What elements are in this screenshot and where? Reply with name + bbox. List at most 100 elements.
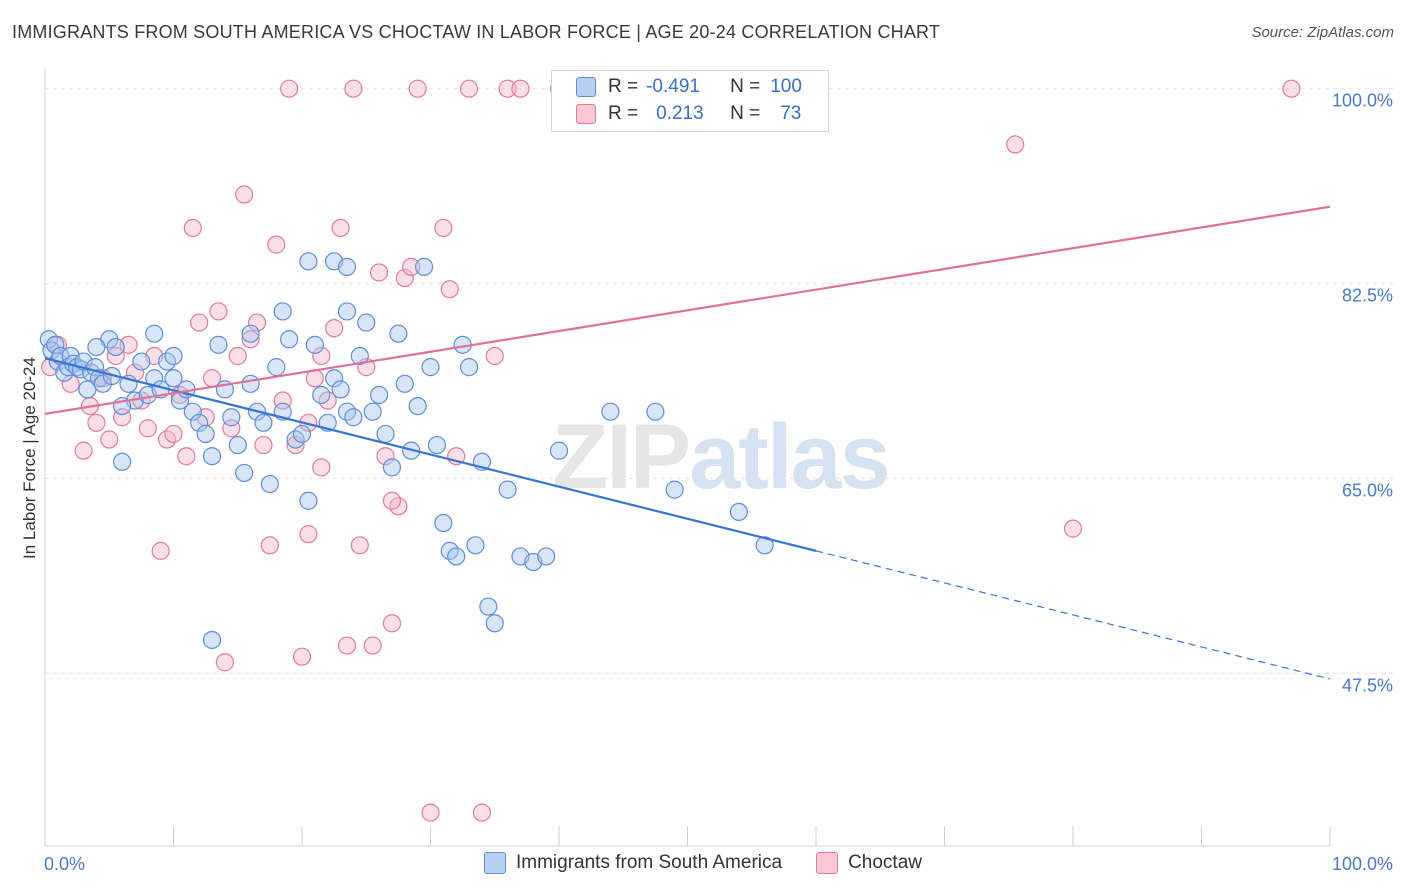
legend-swatch-pink	[816, 852, 839, 874]
choctaw-point-7	[100, 430, 119, 449]
immigrants-point-57	[357, 313, 376, 332]
axes	[44, 68, 1331, 847]
immigrants-point-94	[337, 302, 357, 321]
choctaw-point-42	[325, 319, 344, 338]
immigrants-point-81	[537, 547, 556, 566]
stats-n-label: N =	[730, 103, 761, 124]
immigrants-point-41	[254, 413, 273, 432]
choctaw-point-50	[376, 447, 395, 466]
immigrants-point-68	[427, 435, 447, 455]
immigrants-point-30	[183, 402, 202, 421]
choctaw-point-46	[350, 536, 369, 555]
choctaw-point-33	[267, 235, 286, 254]
immigrants-point-39	[241, 324, 260, 343]
choctaw-point-31	[254, 435, 273, 455]
legend-item-choctaw[interactable]: Choctaw	[816, 852, 922, 874]
immigrants-point-52	[325, 369, 344, 388]
legend-item-immigrants[interactable]: Immigrants from South America	[483, 852, 783, 874]
immigrants-point-66	[414, 257, 434, 276]
legend-label-immigrants: Immigrants from South America	[515, 852, 783, 873]
choctaw-point-17	[164, 424, 183, 444]
choctaw-point-69	[1282, 79, 1301, 98]
immigrants-point-90	[646, 402, 665, 421]
immigrants-point-78	[498, 480, 517, 499]
immigrants-point-32	[196, 424, 215, 444]
choctaw-point-51	[382, 614, 402, 633]
choctaw-point-15	[151, 541, 170, 560]
stats-swatch-blue	[576, 77, 596, 97]
source-label: Source: ZipAtlas.com	[1251, 24, 1394, 41]
immigrants-point-42	[260, 474, 279, 494]
immigrants-point-43	[267, 358, 286, 377]
immigrants-points	[39, 252, 774, 650]
immigrants-point-61	[382, 458, 402, 477]
immigrants-point-59	[370, 385, 389, 405]
choctaw-point-27	[228, 346, 247, 366]
y-tick-label-2: 82.5%	[1342, 286, 1393, 306]
immigrants-point-48	[299, 491, 318, 510]
choctaw-point-30	[247, 313, 267, 332]
choctaw-point-35	[280, 79, 299, 98]
immigrants-point-47	[292, 424, 312, 444]
y-axis-label: In Labor Force | Age 20-24	[20, 357, 39, 559]
choctaw-point-48	[363, 636, 382, 655]
immigrants-point-24	[145, 369, 164, 388]
stats-legend: R = -0.491 N = 100 R = 0.213 N = 73	[551, 70, 829, 132]
stats-n-label: N =	[730, 76, 761, 97]
choctaw-point-62	[485, 346, 504, 366]
stats-n-blue: 100	[770, 76, 802, 97]
immigrants-point-31	[190, 413, 209, 432]
immigrants-point-62	[389, 324, 408, 343]
choctaw-point-44	[337, 636, 357, 655]
immigrants-point-18	[106, 337, 125, 357]
legend-swatch-blue	[483, 852, 506, 874]
stats-n-pink: 73	[780, 103, 802, 124]
choctaw-point-68	[1063, 519, 1083, 538]
immigrants-point-95	[145, 324, 164, 343]
choctaw-point-45	[344, 79, 363, 98]
choctaw-point-64	[511, 79, 530, 98]
x-tick-label-0: 0.0%	[44, 854, 85, 874]
y-tick-label-1: 65.0%	[1342, 480, 1393, 500]
immigrants-point-82	[549, 441, 569, 460]
immigrants-point-83	[299, 252, 318, 271]
immigrants-point-37	[228, 435, 247, 455]
immigrants-point-85	[337, 257, 357, 276]
immigrants-point-89	[601, 402, 620, 421]
immigrants-point-77	[485, 614, 504, 633]
choctaw-point-72	[382, 491, 402, 510]
choctaw-point-58	[440, 280, 459, 299]
choctaw-points	[41, 79, 1301, 822]
immigrants-point-22	[132, 352, 151, 371]
immigrants-point-97	[87, 337, 106, 357]
choctaw-point-28	[235, 185, 254, 204]
immigrants-trend-line	[44, 357, 817, 552]
immigrants-point-74	[466, 536, 485, 555]
immigrants-point-86	[241, 374, 260, 393]
choctaw-point-60	[459, 79, 479, 98]
choctaw-point-71	[312, 458, 331, 477]
immigrants-point-55	[344, 408, 363, 427]
stats-r-blue: -0.491	[646, 76, 700, 97]
immigrants-point-65	[408, 397, 427, 416]
trend-lines	[44, 205, 1331, 680]
choctaw-point-37	[292, 647, 312, 666]
legend-label-choctaw: Choctaw	[848, 852, 922, 873]
immigrants-point-34	[209, 335, 228, 354]
immigrants-point-76	[479, 597, 498, 616]
immigrants-point-27	[164, 369, 183, 388]
choctaw-point-54	[402, 257, 421, 276]
tick-labels: 47.5% 65.0% 82.5% 100.0% 0.0% 100.0%	[44, 91, 1393, 874]
immigrants-point-88	[202, 630, 222, 650]
immigrants-point-56	[350, 346, 369, 366]
immigrants-point-60	[376, 424, 395, 444]
choctaw-point-24	[209, 302, 228, 321]
stats-row-pink: R = 0.213 N = 73	[576, 101, 801, 127]
choctaw-point-29	[241, 330, 260, 349]
y-tick-label-3: 100.0%	[1332, 91, 1393, 111]
choctaw-point-63	[498, 79, 517, 98]
choctaw-point-61	[472, 803, 491, 822]
immigrants-point-87	[273, 302, 292, 321]
choctaw-point-32	[260, 536, 279, 555]
choctaw-point-13	[138, 419, 157, 438]
